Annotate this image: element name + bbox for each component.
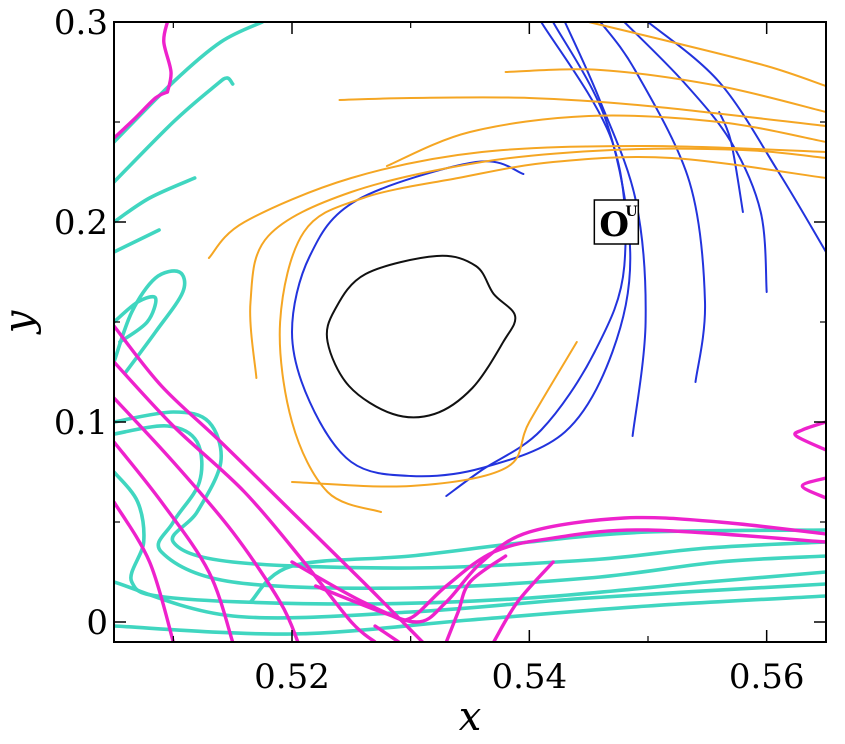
blue-orbit-curve-2 bbox=[445, 22, 627, 497]
x-tick-label: 0.52 bbox=[254, 657, 330, 697]
y-tick-label: 0.2 bbox=[54, 203, 108, 243]
orange-orbit-curve-9 bbox=[249, 147, 826, 379]
fixed-point-annotation: O U bbox=[593, 199, 640, 245]
orange-orbit-curve-10 bbox=[207, 145, 826, 259]
magenta-orbit-curve-34 bbox=[114, 500, 175, 642]
cyan-orbit-curve-25 bbox=[114, 580, 826, 620]
annotation-main-label: O bbox=[599, 205, 629, 245]
cyan-orbit-curve-22 bbox=[114, 410, 826, 570]
curves-layer bbox=[114, 22, 826, 642]
x-tick-label: 0.54 bbox=[491, 657, 567, 697]
black-orbit-curve-0 bbox=[325, 254, 517, 419]
annotation-superscript: U bbox=[625, 204, 637, 220]
cyan-orbit-curve-20 bbox=[114, 269, 187, 374]
ticks-layer: 0.52 0.54 0.56 0 0.1 0.2 0.3 bbox=[54, 3, 826, 697]
magenta-orbit-curve-35 bbox=[290, 515, 826, 624]
annotation-box bbox=[593, 199, 640, 245]
blue-orbit-curve-6 bbox=[718, 111, 744, 213]
magenta-orbit-curve-40 bbox=[793, 420, 826, 452]
orange-orbit-curve-13 bbox=[504, 68, 826, 113]
cyan-orbit-curve-21 bbox=[114, 294, 158, 344]
cyan-orbit-curve-24 bbox=[114, 470, 826, 606]
magenta-orbit-curve-39 bbox=[492, 560, 555, 642]
magenta-orbit-curve-38 bbox=[444, 554, 508, 642]
magenta-orbit-curve-32 bbox=[114, 396, 300, 642]
cyan-orbit-curve-17 bbox=[114, 76, 235, 184]
orange-orbit-curve-12 bbox=[338, 96, 826, 127]
orange-orbit-curve-11 bbox=[385, 114, 826, 167]
y-axis-title: y bbox=[0, 309, 42, 335]
magenta-orbit-curve-28 bbox=[162, 22, 173, 94]
x-tick-label: 0.56 bbox=[729, 657, 805, 697]
y-tick-label: 0.1 bbox=[54, 403, 108, 443]
y-tick-label: 0 bbox=[86, 603, 108, 643]
magenta-orbit-curve-41 bbox=[800, 476, 826, 500]
y-tick-label: 0.3 bbox=[54, 3, 108, 43]
orange-orbit-curve-14 bbox=[587, 22, 826, 87]
orange-orbit-curve-15 bbox=[291, 341, 578, 488]
blue-orbit-curve-4 bbox=[599, 22, 707, 383]
x-axis-title: x bbox=[459, 694, 482, 740]
orange-orbit-curve-8 bbox=[278, 156, 826, 513]
magenta-orbit-curve-29 bbox=[114, 90, 170, 140]
plot-frame bbox=[113, 21, 827, 643]
cyan-orbit-curve-18 bbox=[114, 176, 197, 224]
cyan-orbit-curve-23 bbox=[114, 424, 826, 591]
cyan-orbit-curve-19 bbox=[114, 228, 161, 254]
cyan-orbit-curve-16 bbox=[114, 22, 265, 144]
blue-orbit-curve-1 bbox=[291, 22, 632, 478]
magenta-orbit-curve-36 bbox=[314, 528, 826, 622]
magenta-orbit-curve-30 bbox=[114, 324, 425, 642]
magenta-orbit-curve-33 bbox=[114, 440, 235, 642]
magenta-orbit-curve-31 bbox=[114, 360, 377, 642]
